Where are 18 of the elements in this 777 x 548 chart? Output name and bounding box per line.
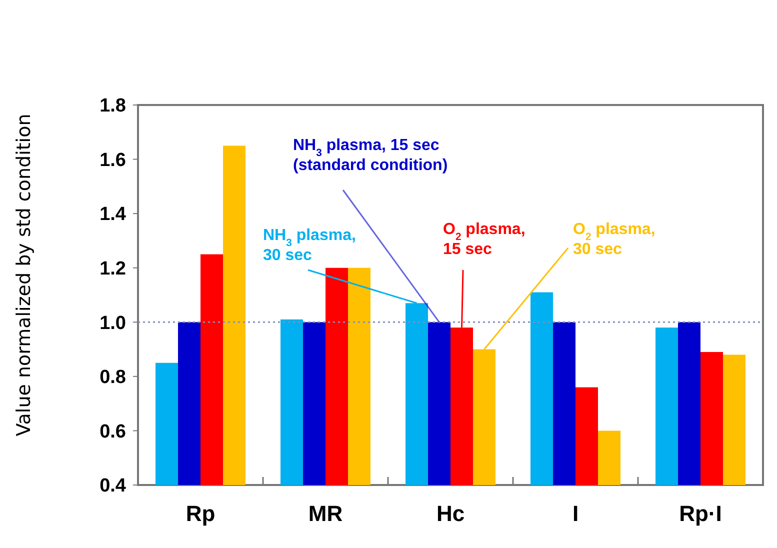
x-tick-label: Rp xyxy=(186,501,216,526)
y-tick-label: 1.4 xyxy=(100,204,126,226)
y-tick-label: 1.2 xyxy=(100,258,126,280)
y-tick-label: 0.8 xyxy=(100,367,126,388)
text: NH$_{3}$ plasma, 15 sec (standard condition) xyxy=(293,137,448,174)
x-tick-label: Hc xyxy=(436,501,465,526)
y-axis-title: Value normalized by std condition xyxy=(13,114,35,436)
x-tick-label: Rp·I xyxy=(679,501,722,526)
x-tick-label: MR xyxy=(308,501,343,526)
text: NH$_{3}$ plasma, 30 sec xyxy=(263,227,356,264)
y-tick-label: 0.6 xyxy=(100,421,126,442)
text: O$_{2}$ plasma, 30 sec xyxy=(573,221,656,258)
y-tick-label: 1.0 xyxy=(100,312,126,334)
y-tick-label: 1.8 xyxy=(100,96,126,117)
x-tick-label: I xyxy=(572,501,579,526)
y-tick-label: 0.4 xyxy=(100,476,126,497)
text: O$_{2}$ plasma, 15 sec xyxy=(443,221,526,258)
y-tick-label: 1.6 xyxy=(100,150,126,171)
